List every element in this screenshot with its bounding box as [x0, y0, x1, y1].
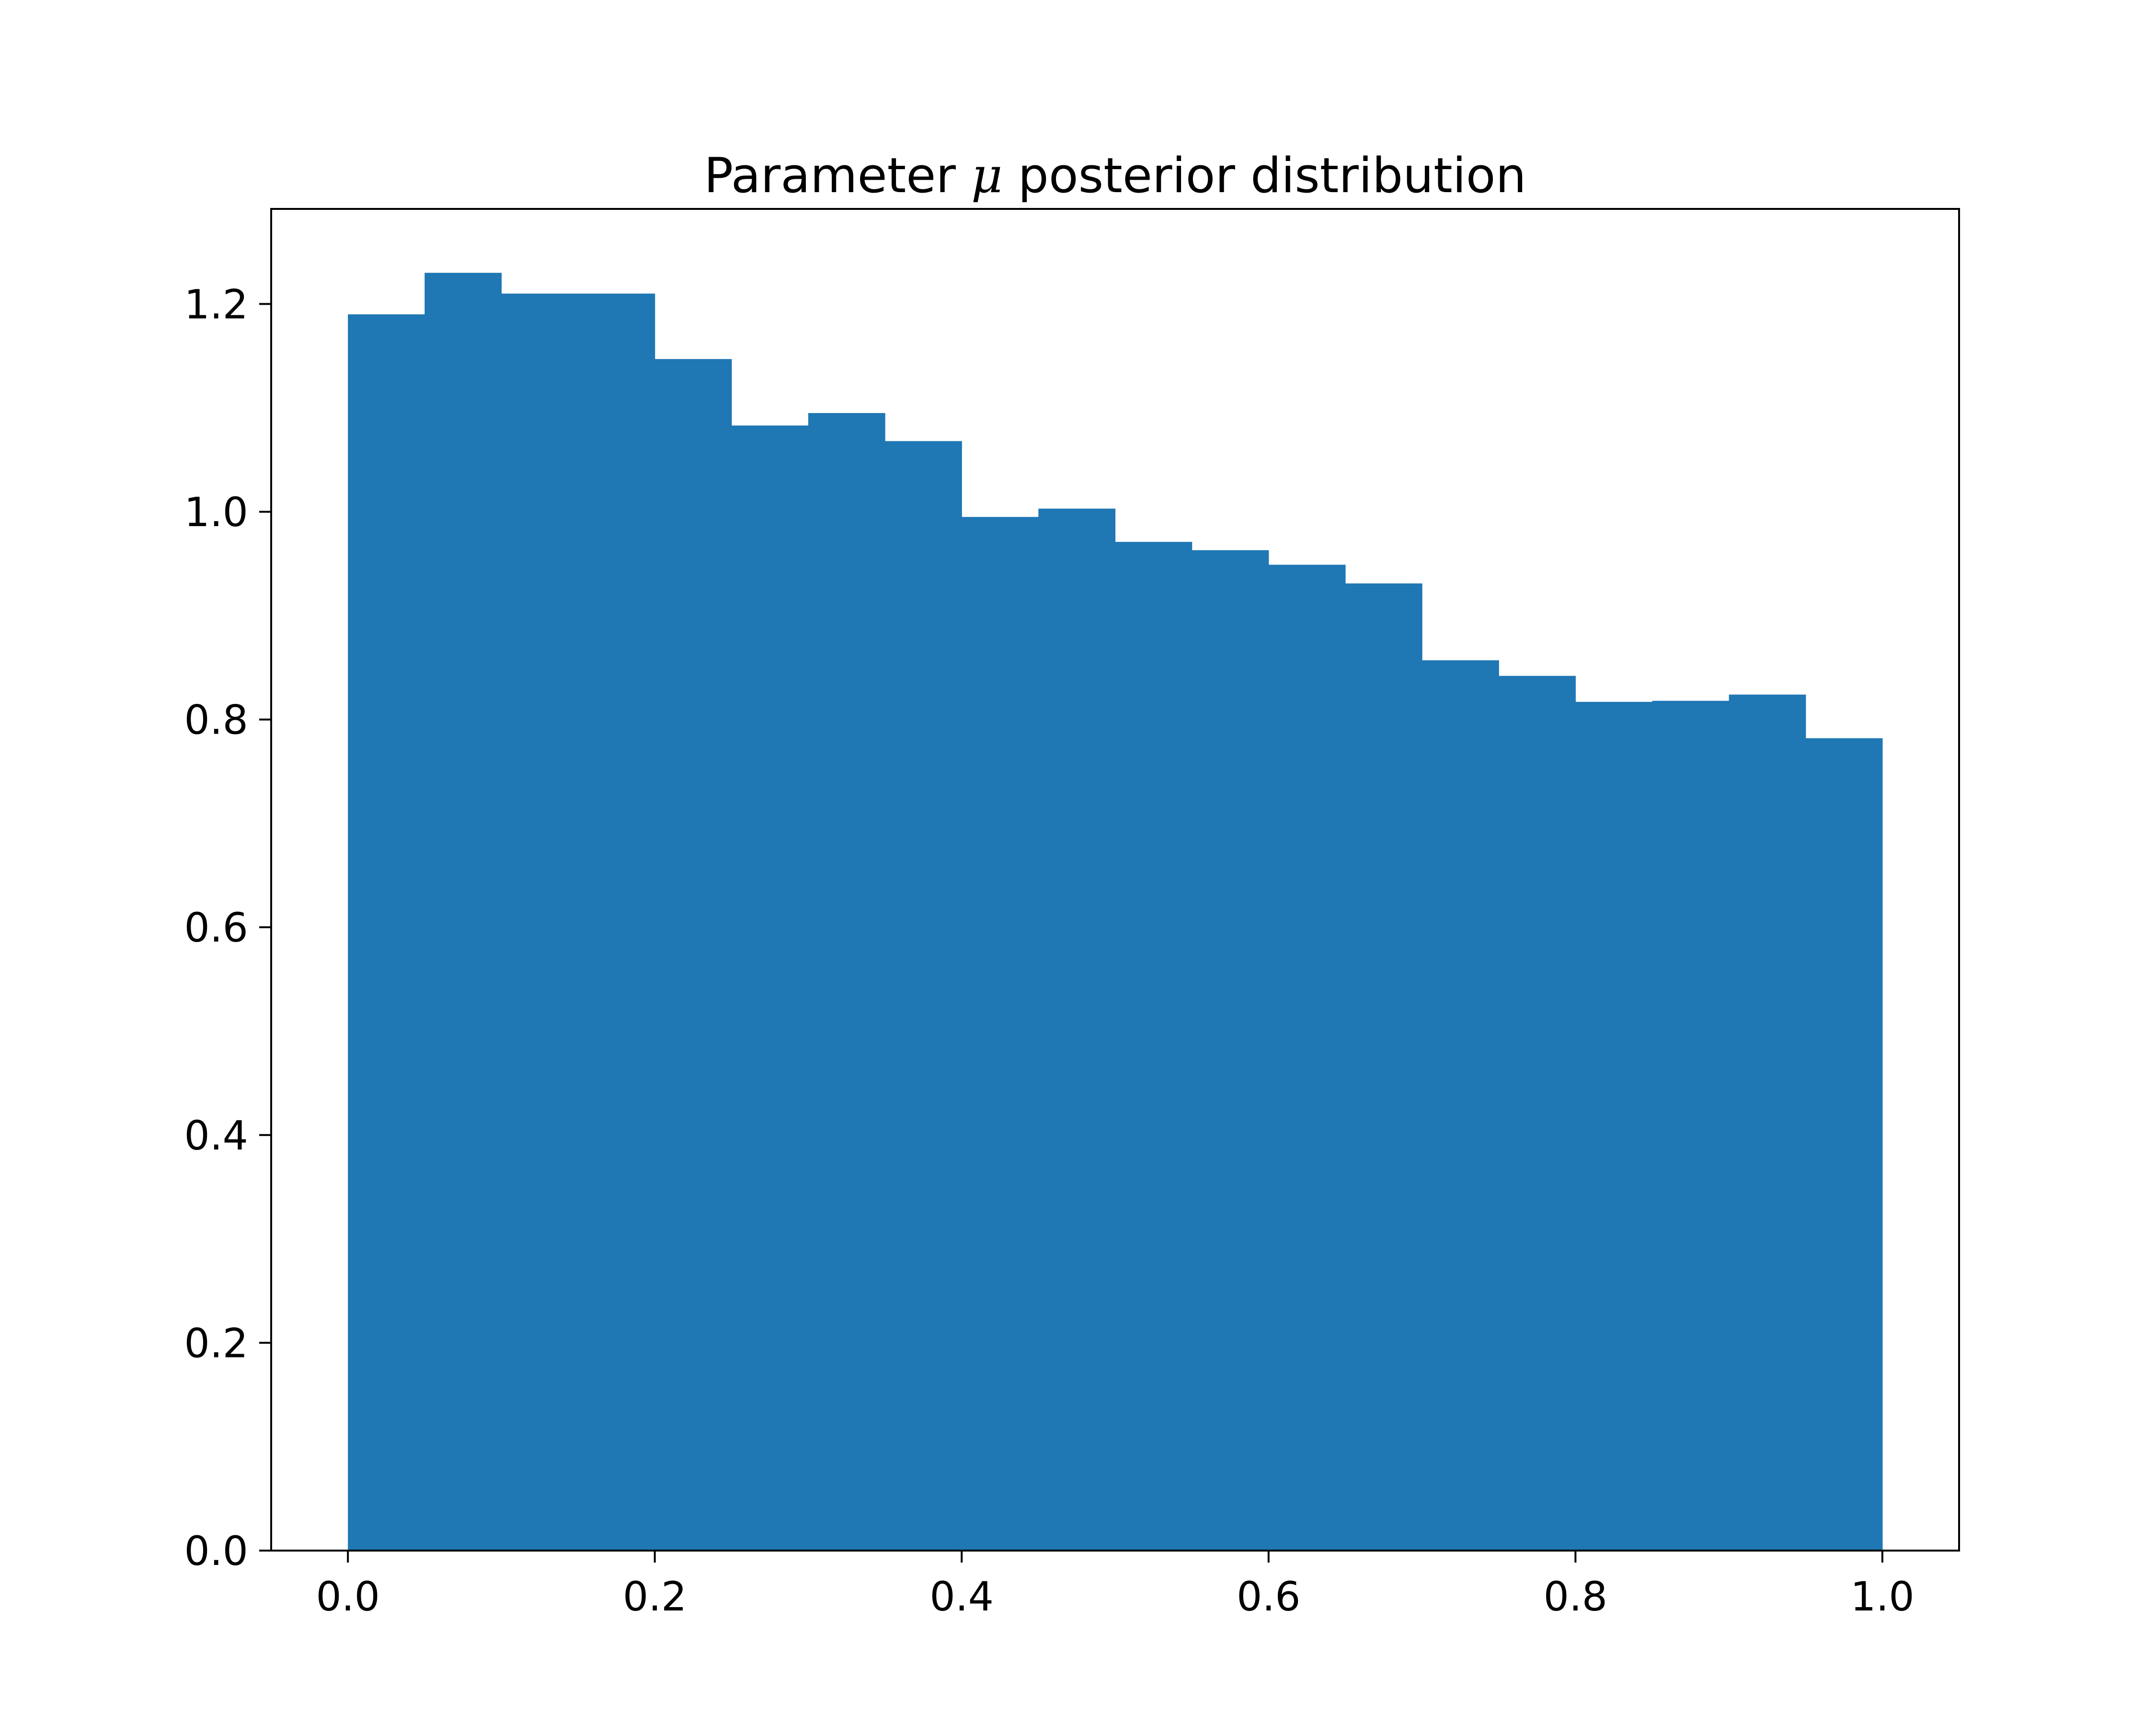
y-tick-label: 0.8: [184, 697, 248, 744]
chart-title-prefix: Parameter: [704, 147, 971, 204]
y-tick-label: 1.2: [184, 281, 248, 328]
y-tick-label: 0.2: [184, 1320, 248, 1367]
histogram-bar: [1422, 660, 1499, 1551]
histogram-bar: [808, 413, 885, 1551]
histogram-bar: [1345, 583, 1422, 1551]
x-tick-label: 0.8: [1544, 1573, 1608, 1620]
chart-title-suffix: posterior distribution: [1003, 147, 1526, 204]
histogram-bar: [424, 273, 502, 1551]
histogram-bar: [1038, 508, 1116, 1551]
histogram-bar: [731, 426, 809, 1551]
y-tick-label: 0.0: [184, 1528, 248, 1575]
x-tick-label: 0.4: [929, 1573, 994, 1620]
histogram-bar: [1115, 541, 1193, 1551]
x-tick-label: 1.0: [1850, 1573, 1915, 1620]
histogram-bar: [1805, 738, 1883, 1551]
histogram-bar: [501, 293, 579, 1551]
histogram-bar: [1729, 694, 1806, 1551]
bars-layer: [348, 273, 1883, 1551]
y-tick-label: 0.6: [184, 904, 248, 951]
x-tick-label: 0.2: [623, 1573, 687, 1620]
axes-frame: [270, 208, 1960, 1552]
y-tick-label: 1.0: [184, 489, 248, 536]
histogram-bar: [654, 359, 732, 1551]
histogram-bar: [348, 314, 425, 1551]
ticks-layer: 0.0 0.2 0.4 0.6 0.8 1.0 0.0 0.2 0.4 0.6 0.8 1.0 1.2: [184, 281, 1914, 1620]
histogram-bar: [1268, 564, 1346, 1551]
histogram-bar: [1192, 550, 1269, 1551]
chart-title: Parameter μ posterior distribution: [704, 147, 1526, 204]
histogram-bar: [1652, 701, 1730, 1551]
histogram-bar: [1575, 702, 1653, 1551]
y-tick-label: 0.4: [184, 1112, 248, 1159]
x-tick-label: 0.0: [316, 1573, 380, 1620]
x-tick-label: 0.6: [1237, 1573, 1301, 1620]
chart-title-symbol: μ: [971, 147, 1003, 204]
histogram-bar: [1499, 676, 1576, 1551]
histogram-bar: [578, 293, 655, 1551]
histogram-bar: [962, 517, 1039, 1551]
histogram-bar: [885, 441, 962, 1551]
